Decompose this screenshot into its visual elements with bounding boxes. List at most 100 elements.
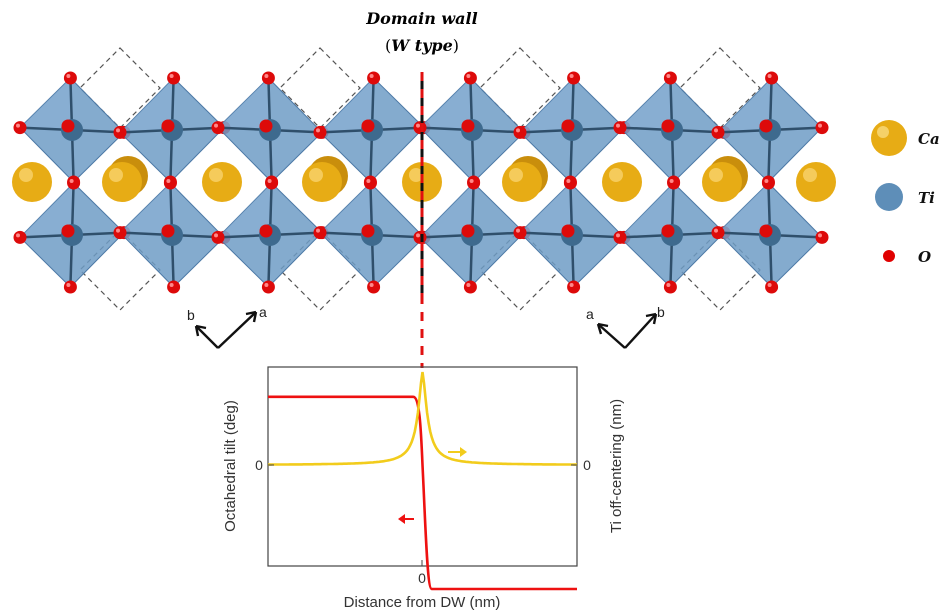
octahedron-facet	[20, 78, 72, 130]
o-atom	[63, 280, 77, 294]
legend-label-o: O	[918, 248, 931, 266]
y-right-axis-label: Ti off-centering (nm)	[608, 399, 625, 533]
o-atom-highlight	[818, 123, 822, 128]
o-atom	[663, 71, 677, 85]
o-atom-highlight	[416, 123, 420, 128]
ca-atom	[302, 162, 342, 202]
o-atom	[667, 176, 681, 190]
octahedron-facet	[420, 183, 474, 238]
o-atom-highlight	[714, 128, 718, 133]
octahedron-facet	[520, 78, 574, 133]
crystal-structure	[12, 47, 836, 311]
o-atom	[613, 121, 627, 135]
o-atom	[363, 176, 377, 190]
o-atom-highlight	[116, 228, 120, 233]
o-atom-highlight	[66, 74, 71, 78]
ti-atom-icon	[875, 183, 903, 211]
o-atom-highlight	[169, 283, 174, 287]
o-atom	[761, 176, 775, 190]
o-atom	[663, 280, 677, 294]
o-atom-highlight	[316, 228, 320, 233]
o-atom-highlight	[466, 74, 471, 78]
ca-atom	[102, 162, 142, 202]
o-atom-highlight	[166, 179, 171, 183]
ca-atom-highlight	[709, 168, 723, 182]
o-atom	[211, 121, 225, 135]
o-atom	[361, 119, 375, 133]
legend: Ca Ti O	[871, 120, 940, 266]
y-right-tick-label-0: 0	[583, 457, 591, 473]
unit-cell-dash	[279, 47, 361, 129]
octahedron-facet	[218, 78, 270, 130]
o-atom-highlight	[666, 283, 671, 287]
axis-label-a-right: a	[586, 306, 594, 322]
o-atom	[513, 125, 527, 139]
o-atom-highlight	[214, 123, 218, 128]
o-atom	[261, 71, 275, 85]
o-atom	[563, 176, 577, 190]
o-atom	[461, 224, 475, 238]
o-atom	[61, 224, 75, 238]
o-atom	[167, 280, 181, 294]
axes-indicator-left: b a	[187, 304, 267, 349]
tilt-arrow-head	[398, 514, 405, 524]
o-atom-highlight	[16, 233, 20, 238]
offcentering-axis-arrow	[448, 447, 467, 457]
o-atom-highlight	[767, 283, 772, 287]
o-atom-highlight	[566, 179, 571, 183]
octahedron-facet	[718, 78, 772, 133]
octahedron-facet	[420, 78, 472, 130]
o-atom	[167, 71, 181, 85]
ca-atom-icon	[871, 120, 907, 156]
o-atom-highlight	[666, 74, 671, 78]
offcenter-arrow-head	[460, 447, 467, 457]
o-atom	[63, 71, 77, 85]
o-atom-highlight	[66, 283, 71, 287]
o-atom	[765, 280, 779, 294]
o-atom	[613, 230, 627, 244]
o-atom	[461, 119, 475, 133]
o-atom	[711, 125, 725, 139]
o-atom	[161, 119, 175, 133]
o-atom-highlight	[316, 128, 320, 133]
o-atom-highlight	[214, 233, 218, 238]
profile-chart: 0 0 0 Distance from DW (nm) Octahedral t…	[222, 366, 625, 611]
o-atom-highlight	[767, 74, 772, 78]
o-atom	[265, 176, 279, 190]
o-atom	[13, 121, 27, 135]
axis-label-a-left: a	[259, 304, 267, 320]
legend-label-ti: Ti	[918, 189, 935, 207]
octahedra	[13, 71, 829, 294]
o-atom	[67, 176, 81, 190]
o-atom	[561, 224, 575, 238]
o-atom-highlight	[764, 179, 769, 183]
o-atom	[367, 71, 381, 85]
o-atom	[13, 230, 27, 244]
ca-atom-highlight	[409, 168, 423, 182]
o-atom-highlight	[616, 123, 620, 128]
o-atom	[313, 226, 327, 240]
octahedron-facet	[620, 183, 674, 238]
ca-atoms	[12, 156, 836, 202]
ca-atom	[12, 162, 52, 202]
o-atom	[413, 230, 427, 244]
ca-atom-highlight	[309, 168, 323, 182]
o-atom-highlight	[416, 233, 420, 238]
unit-cell-dash	[679, 47, 761, 129]
o-atom	[815, 230, 829, 244]
unit-cell-dash	[79, 47, 161, 129]
ca-atom-highlight	[209, 168, 223, 182]
o-atom	[211, 230, 225, 244]
o-atom	[567, 71, 581, 85]
o-atom	[661, 119, 675, 133]
o-atom-highlight	[616, 233, 620, 238]
ca-atom-highlight	[509, 168, 523, 182]
axis-label-b-right: b	[657, 304, 665, 320]
x-tick-label-0: 0	[418, 570, 426, 586]
o-atom-highlight	[116, 128, 120, 133]
o-atom	[463, 280, 477, 294]
o-atom	[567, 280, 581, 294]
ca-atom-highlight	[803, 168, 817, 182]
o-atom-highlight	[264, 74, 269, 78]
o-atom	[113, 125, 127, 139]
